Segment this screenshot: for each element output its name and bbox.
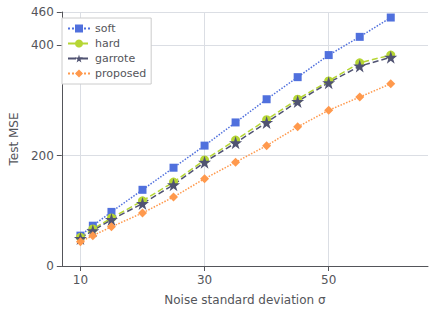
svg-text:soft: soft — [95, 22, 116, 35]
svg-text:garrote: garrote — [95, 52, 135, 65]
svg-text:0: 0 — [46, 259, 54, 273]
svg-text:proposed: proposed — [95, 67, 146, 80]
svg-text:Test MSE: Test MSE — [7, 113, 21, 167]
svg-text:30: 30 — [197, 273, 212, 287]
svg-text:50: 50 — [321, 273, 336, 287]
svg-text:10: 10 — [73, 273, 88, 287]
svg-text:400: 400 — [31, 38, 54, 52]
svg-text:460: 460 — [31, 5, 54, 19]
svg-text:Noise standard deviation σ: Noise standard deviation σ — [164, 293, 326, 307]
svg-text:hard: hard — [95, 37, 120, 50]
svg-text:200: 200 — [31, 149, 54, 163]
